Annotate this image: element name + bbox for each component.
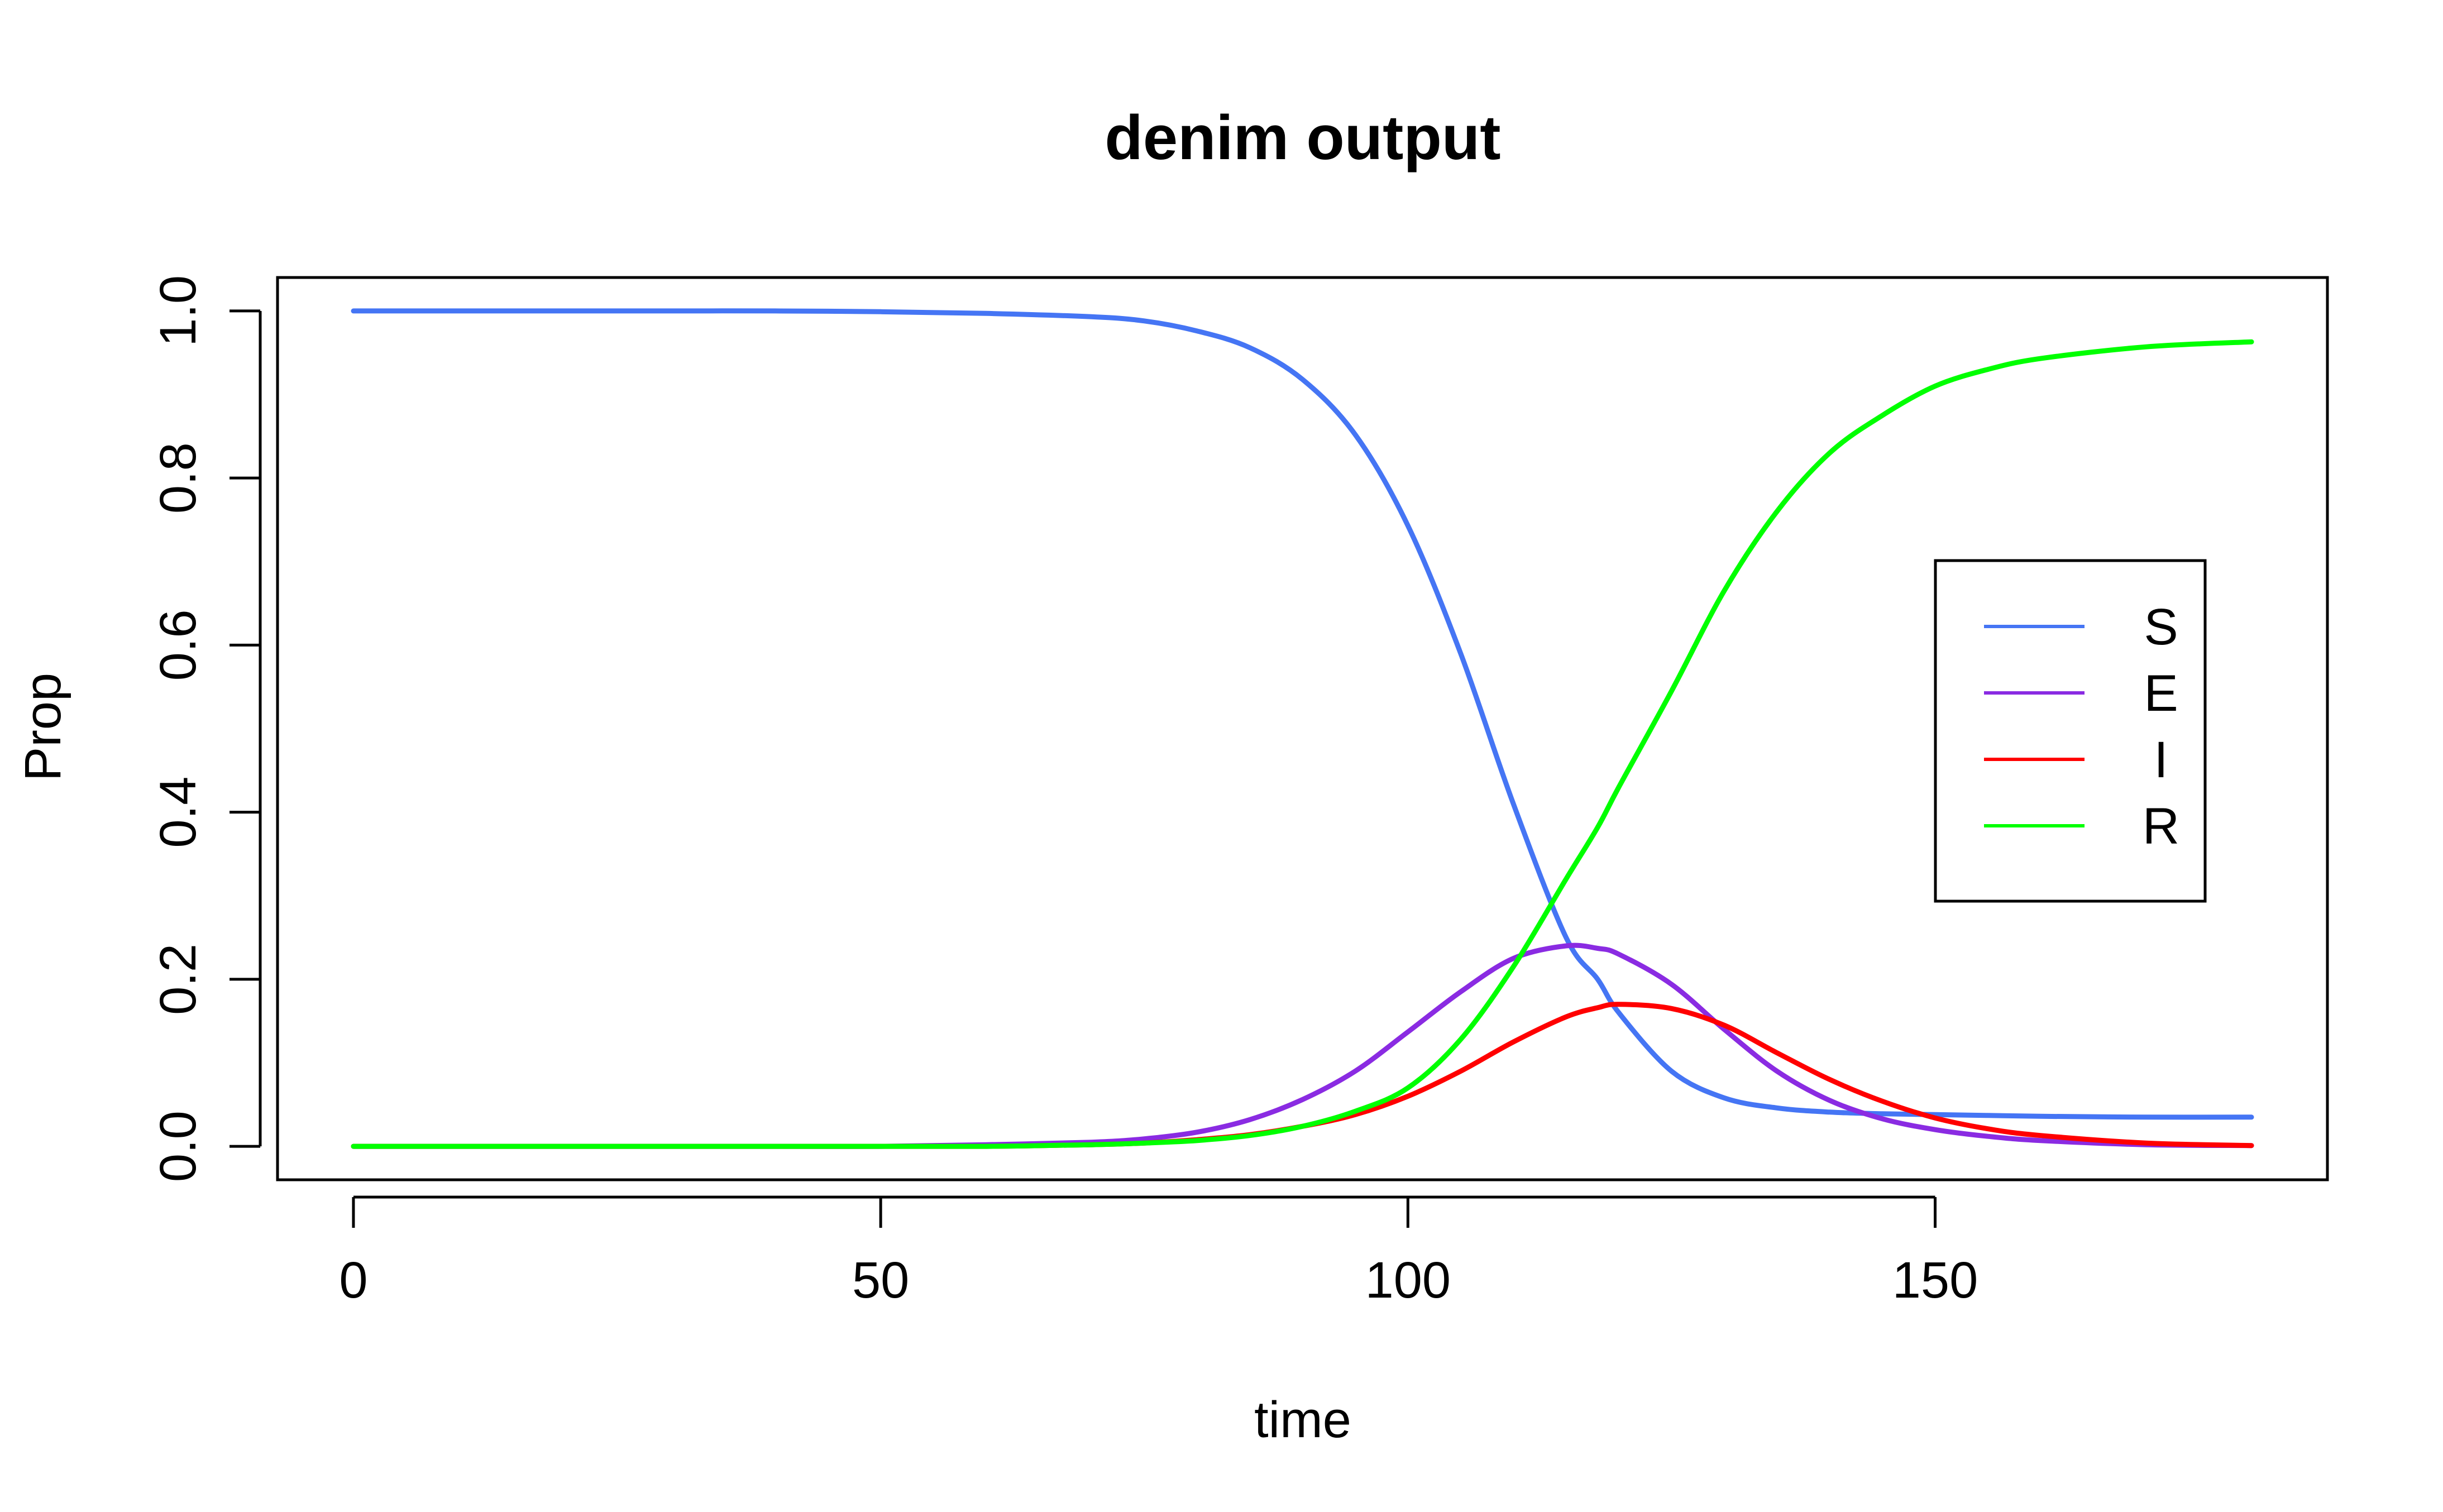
- y-axis: 0.0 0.2 0.4 0.6 0.8 1.0: [150, 275, 262, 1182]
- x-tick-label: 150: [1892, 1252, 1978, 1309]
- legend-box: [1934, 559, 2207, 903]
- series-line-r: [351, 339, 2254, 1149]
- x-tick-label: 100: [1365, 1252, 1451, 1309]
- series-layer: [351, 308, 2254, 1149]
- legend-label-s: S: [2144, 599, 2178, 655]
- y-tick-label: 0.6: [150, 609, 207, 681]
- y-tick-label: 1.0: [150, 275, 207, 347]
- legend-label-i: I: [2154, 731, 2168, 788]
- chart-title: denim output: [1105, 103, 1500, 173]
- y-axis-title: Prop: [15, 673, 71, 781]
- plot-frame: [276, 276, 2329, 1181]
- x-axis-title: time: [1254, 1391, 1351, 1448]
- legend-label-e: E: [2144, 665, 2178, 722]
- y-tick-label: 0.2: [150, 944, 207, 1015]
- x-axis: 0 50 100 150: [339, 1195, 1978, 1309]
- x-tick-label: 0: [339, 1252, 367, 1309]
- series-line-s: [351, 308, 2254, 1120]
- y-tick-label: 0.4: [150, 777, 207, 848]
- y-tick-label: 0.8: [150, 442, 207, 514]
- legend-label-r: R: [2143, 798, 2179, 855]
- y-tick-label: 0.0: [150, 1111, 207, 1182]
- x-tick-label: 50: [852, 1252, 909, 1309]
